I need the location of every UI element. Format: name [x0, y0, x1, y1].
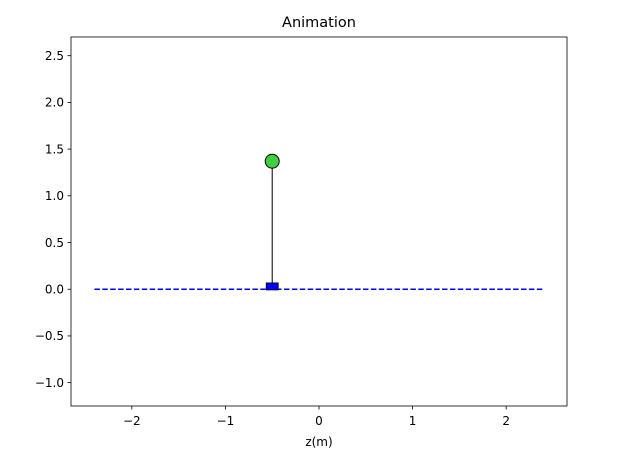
x-tick-label: 0 [315, 414, 323, 428]
y-tick-label: 1.0 [45, 189, 64, 203]
y-tick-label: −0.5 [35, 329, 64, 343]
x-tick-label: 2 [502, 414, 510, 428]
y-tick-label: −1.0 [35, 376, 64, 390]
pendulum-bob [264, 153, 280, 169]
y-tick-label: 0.0 [45, 283, 64, 297]
y-tick-label: 1.5 [45, 142, 64, 156]
chart-title: Animation [282, 15, 356, 31]
x-tick-label: −1 [217, 414, 235, 428]
x-axis-label: z(m) [305, 435, 332, 449]
y-tick-label: 2.5 [45, 49, 64, 63]
y-tick-label: 0.5 [45, 236, 64, 250]
x-tick-label: −2 [123, 414, 141, 428]
y-tick-label: 2.0 [45, 96, 64, 110]
cart-marker [265, 282, 279, 291]
x-tick-label: 1 [409, 414, 417, 428]
